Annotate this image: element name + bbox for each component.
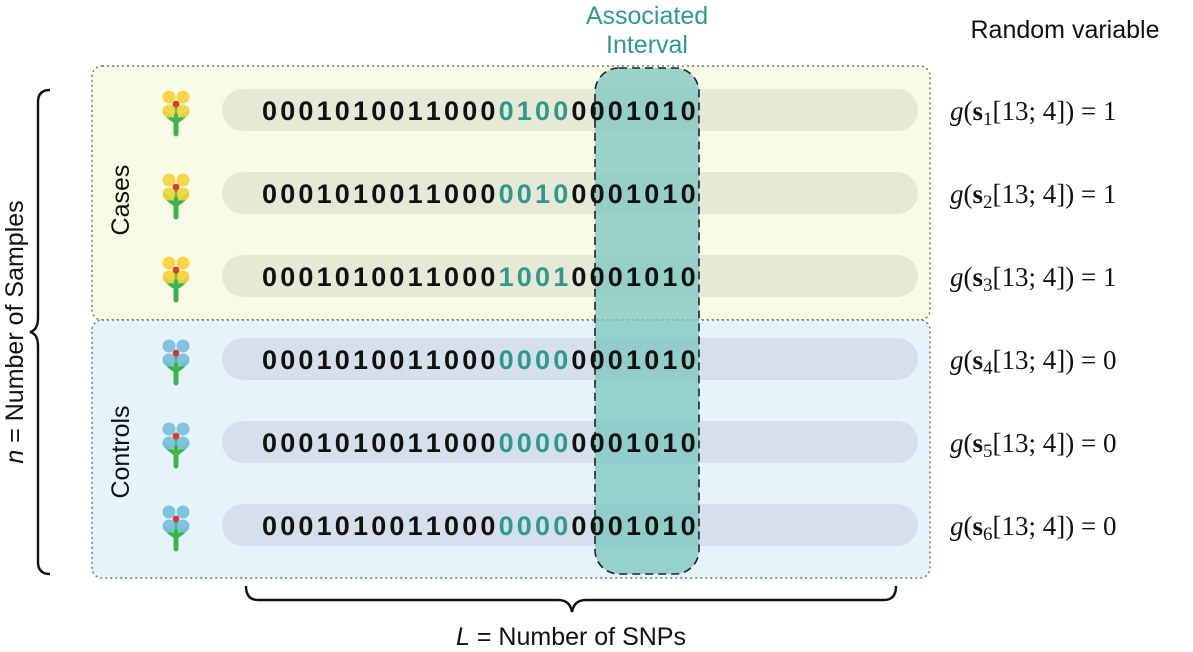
sequence-row-background — [222, 172, 918, 214]
sequence-row-background — [222, 89, 918, 131]
sequence-prefix: 0001010011000 — [262, 179, 495, 209]
l-symbol: L — [456, 623, 470, 651]
associated-interval-highlight — [594, 67, 700, 575]
case-flower-icon — [162, 173, 190, 220]
interval-title-line1: Associated — [586, 2, 708, 30]
random-variable-formula: g(s1[13; 4]) = 1 — [950, 96, 1116, 130]
sample-row: 0001010011000 1001 0001010 g(s3[13; 4]) = 1 — [162, 256, 1116, 303]
sequence-prefix: 0001010011000 — [262, 428, 495, 458]
interval-title-line2: Interval — [606, 31, 688, 59]
random-variable-formula: g(s6[13; 4]) = 0 — [950, 511, 1116, 545]
sequence-prefix: 0001010011000 — [262, 511, 495, 541]
sequence-prefix: 0001010011000 — [262, 262, 495, 292]
sample-row: 0001010011000 0000 0001010 g(s6[13; 4]) = 0 — [162, 505, 1116, 552]
sequence-row-background — [222, 421, 918, 463]
snp-sequence: 0001010011000 1001 0001010 — [262, 262, 696, 292]
sequence-suffix: 0001010 — [571, 96, 695, 126]
n-symbol: n — [1, 450, 29, 464]
n-text: = Number of Samples — [1, 200, 29, 449]
sample-row: 0001010011000 0000 0001010 g(s5[13; 4]) = 0 — [162, 422, 1116, 469]
sequence-suffix: 0001010 — [571, 428, 695, 458]
sequence-row-background — [222, 338, 918, 380]
random-variable-formula: g(s2[13; 4]) = 1 — [950, 179, 1116, 213]
sequence-row-background — [222, 255, 918, 297]
sequence-prefix: 0001010011000 — [262, 345, 495, 375]
samples-brace — [29, 88, 51, 576]
control-flower-icon — [162, 422, 190, 469]
random-variable-label: Random variable — [971, 16, 1160, 44]
case-flower-icon — [162, 256, 190, 303]
samples-axis-label: n = Number of Samples — [1, 200, 29, 463]
sequence-suffix: 0001010 — [571, 511, 695, 541]
sequence-prefix: 0001010011000 — [262, 96, 495, 126]
snps-brace — [244, 585, 898, 613]
l-text: = Number of SNPs — [470, 623, 686, 651]
sequence-row-backgrounds — [222, 89, 918, 546]
controls-label: Controls — [107, 405, 135, 498]
snp-sequence: 0001010011000 0000 0001010 — [262, 345, 696, 375]
case-flower-icon — [162, 90, 190, 137]
sequence-suffix: 0001010 — [571, 345, 695, 375]
snp-sequence: 0001010011000 0000 0001010 — [262, 511, 696, 541]
sequence-row-background — [222, 504, 918, 546]
random-variable-formula: g(s4[13; 4]) = 0 — [950, 345, 1116, 379]
sequence-suffix: 0001010 — [571, 179, 695, 209]
sample-rows: 0001010011000 0100 0001010 g(s1[13; 4]) = 1… — [162, 90, 1116, 552]
control-flower-icon — [162, 505, 190, 552]
cases-label: Cases — [107, 165, 135, 236]
sequence-suffix: 0001010 — [571, 262, 695, 292]
sample-row: 0001010011000 0000 0001010 g(s4[13; 4]) = 0 — [162, 339, 1116, 386]
random-variable-formula: g(s5[13; 4]) = 0 — [950, 428, 1116, 462]
random-variable-formula: g(s3[13; 4]) = 1 — [950, 262, 1116, 296]
control-flower-icon — [162, 339, 190, 386]
snps-axis-label: L = Number of SNPs — [456, 623, 686, 651]
